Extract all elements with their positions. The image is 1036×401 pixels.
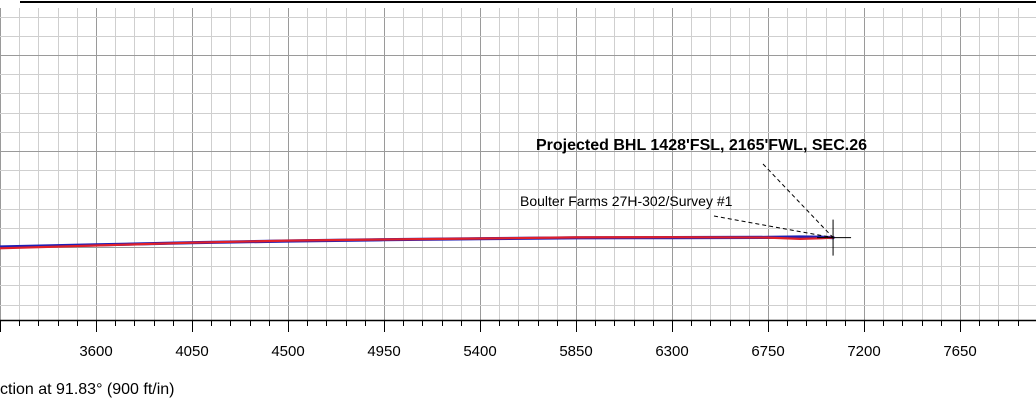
bhl-leader-line bbox=[762, 163, 834, 238]
survey-annotation: Boulter Farms 27H-302/Survey #1 bbox=[520, 193, 733, 209]
x-tick-label: 5400 bbox=[463, 343, 496, 360]
x-tick-label: 3600 bbox=[79, 343, 112, 360]
x-tick-label: 6750 bbox=[751, 343, 784, 360]
x-tick-label: 6300 bbox=[655, 343, 688, 360]
series-layer bbox=[0, 235, 835, 250]
x-tick-label: 4050 bbox=[175, 343, 208, 360]
survey-leader-line bbox=[713, 215, 834, 239]
x-tick-label: 4950 bbox=[367, 343, 400, 360]
x-axis: 3600 4050 4500 4950 5400 5850 6300 6750 7200 7650 bbox=[0, 319, 1036, 360]
survey-trajectory-line bbox=[0, 236, 835, 250]
x-tick-label: 7650 bbox=[943, 343, 976, 360]
bhl-annotation: Projected BHL 1428'FSL, 2165'FWL, SEC.26 bbox=[536, 137, 867, 154]
x-tick-label: 4500 bbox=[271, 343, 304, 360]
section-caption: ction at 91.83° (900 ft/in) bbox=[0, 381, 175, 398]
x-tick-label: 7200 bbox=[847, 343, 880, 360]
grid bbox=[0, 1, 1036, 320]
annotations: Projected BHL 1428'FSL, 2165'FWL, SEC.26… bbox=[520, 137, 867, 239]
x-tick-label: 5850 bbox=[559, 343, 592, 360]
well-section-plot: 3600 4050 4500 4950 5400 5850 6300 6750 7200 7650… bbox=[0, 1, 1036, 360]
